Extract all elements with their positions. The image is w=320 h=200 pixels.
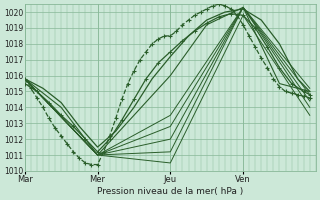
- X-axis label: Pression niveau de la mer( hPa ): Pression niveau de la mer( hPa ): [97, 187, 244, 196]
